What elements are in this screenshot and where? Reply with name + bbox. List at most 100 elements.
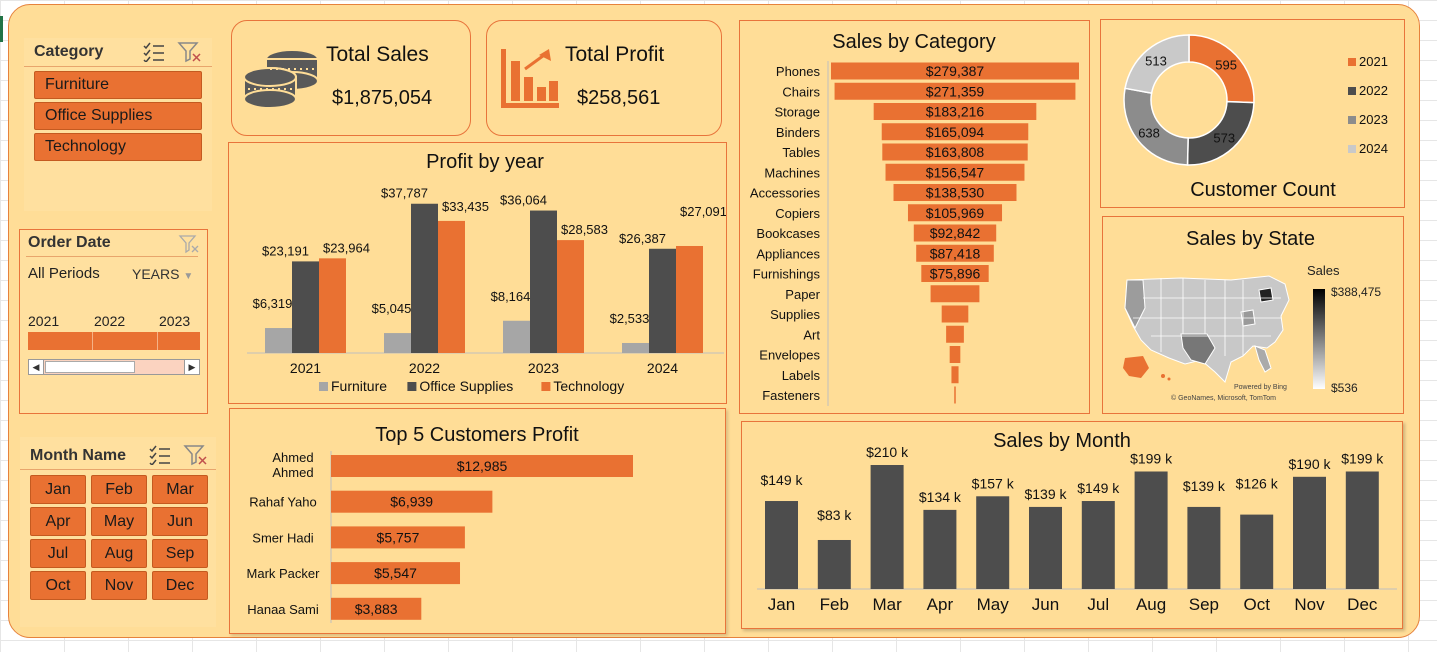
month-item-jul[interactable]: Jul [30,539,86,568]
bar-envelopes [949,346,961,363]
x-tick-label: Aug [1136,595,1166,614]
x-tick-label: 2022 [409,360,440,376]
month-item-oct[interactable]: Oct [30,571,86,600]
data-label: $105,969 [926,205,985,221]
data-label: $23,964 [323,240,370,255]
bar-art [946,325,964,343]
category-label: Ahmed [272,465,313,480]
data-label: $138,530 [926,185,985,201]
month-item-mar[interactable]: Mar [152,475,208,504]
sales-by-month-chart: Sales by Month Jan $149 k Feb $83 k Mar $210 k… [757,430,1397,614]
bar-tables [882,143,1028,161]
data-label: $5,547 [374,565,417,581]
chart-title: Sales by Month [993,430,1131,452]
category-item-technology[interactable]: Technology [34,133,202,161]
map-legend-gradient [1313,289,1325,389]
total-sales-value: $1,875,054 [332,87,433,109]
data-label: $157 k [972,475,1015,491]
data-label: $12,985 [457,458,508,474]
map-legend-max: $388,475 [1331,285,1382,299]
category-label: Envelopes [759,348,820,363]
scroll-thumb[interactable] [45,361,135,373]
bar-feb [817,539,851,589]
slicer-divider [24,66,212,67]
time-level-dropdown[interactable]: YEARS ▼ [132,266,193,282]
data-label: $271,359 [926,83,985,99]
category-label: Supplies [770,307,820,322]
clear-filter-icon[interactable] [183,444,209,466]
order-date-timeline[interactable]: Order Date All Periods YEARS ▼ 2021 2022… [19,229,208,414]
bar-jul [1081,501,1115,589]
bar-furnishings [921,265,989,282]
legend-marker [541,382,551,391]
month-item-jan[interactable]: Jan [30,475,86,504]
bar-office-supplies-2024 [649,248,676,353]
category-label: Chairs [782,84,820,99]
month-item-apr[interactable]: Apr [30,507,86,536]
x-tick-label: Oct [1243,595,1270,614]
month-item-dec[interactable]: Dec [152,571,208,600]
map-credit-providers: © GeoNames, Microsoft, TomTom [1171,395,1276,402]
bar-furniture-2021 [265,328,292,353]
data-label: $33,435 [442,199,489,214]
x-tick-label: Sep [1189,595,1219,614]
month-item-may[interactable]: May [91,507,147,536]
data-label: 638 [1138,126,1160,141]
month-slicer-title: Month Name [30,447,126,464]
category-label: Smer Hadi [252,530,314,545]
legend-marker [407,382,417,391]
month-item-nov[interactable]: Nov [91,571,147,600]
top5-customers-panel: Top 5 Customers Profit $12,985 Ahmed Ahmed $… [229,408,726,634]
month-item-feb[interactable]: Feb [91,475,147,504]
month-item-aug[interactable]: Aug [91,539,147,568]
timeline-year-2023: 2023 [159,313,191,329]
bar-apr [923,509,957,589]
bar-rahaf-yaho [331,490,493,513]
scroll-left-arrow-icon[interactable]: ◀ [29,360,44,374]
bar-sep [1187,506,1221,589]
data-label: $279,387 [926,63,985,79]
legend-marker [319,382,328,391]
month-item-jun[interactable]: Jun [152,507,208,536]
data-label: 573 [1213,131,1235,146]
clear-filter-icon[interactable] [177,41,203,63]
legend-marker [1348,87,1356,95]
x-tick-label: Jun [1032,595,1059,614]
category-item-office-supplies[interactable]: Office Supplies [34,102,202,130]
category-slicer[interactable]: Category Furniture Office Supplies Techn… [24,38,212,211]
scroll-right-arrow-icon[interactable]: ▶ [184,360,199,374]
category-slicer-title: Category [34,43,104,60]
bar-office-supplies-2023 [530,210,557,353]
bar-mark-packer [331,562,461,585]
us-map[interactable] [1121,272,1296,387]
bar-copiers [907,204,1003,222]
time-level-label: YEARS [132,266,180,282]
category-item-furniture[interactable]: Furniture [34,71,202,99]
bar-bookcases [913,224,997,242]
clear-filter-icon[interactable] [178,234,200,254]
multi-select-icon[interactable] [148,445,172,465]
x-tick-label: Jan [768,595,795,614]
legend-label-furniture: Furniture [331,378,387,394]
category-label: Appliances [756,246,820,261]
x-tick-label: May [977,595,1010,614]
month-item-sep[interactable]: Sep [152,539,208,568]
bar-furniture-2023 [503,320,530,353]
month-slicer[interactable]: Month Name Jan Feb Mar Apr May Jun Jul Aug Sep Oc… [20,437,216,627]
data-label: $36,064 [500,193,547,208]
multi-select-icon[interactable] [142,42,166,62]
chevron-down-icon: ▼ [183,271,194,282]
slice-2024 [1124,34,1190,95]
timeline-scrollbar[interactable]: ◀ ▶ [28,359,200,375]
data-label: $126 k [1236,476,1279,492]
bar-furniture-2022 [384,333,411,353]
bar-smer-hadi [331,526,465,549]
all-periods-label: All Periods [28,265,100,282]
timeline-period-bar[interactable] [28,332,200,350]
map-title: Sales by State [1186,228,1315,250]
data-label: $6,319 [253,296,293,311]
category-label: Fasteners [762,388,820,403]
data-label: $156,547 [926,164,985,180]
x-tick-label: Dec [1347,595,1378,614]
sales-by-category-chart: Sales by Category $279,387 Phones $271,359 C… [750,31,1079,406]
